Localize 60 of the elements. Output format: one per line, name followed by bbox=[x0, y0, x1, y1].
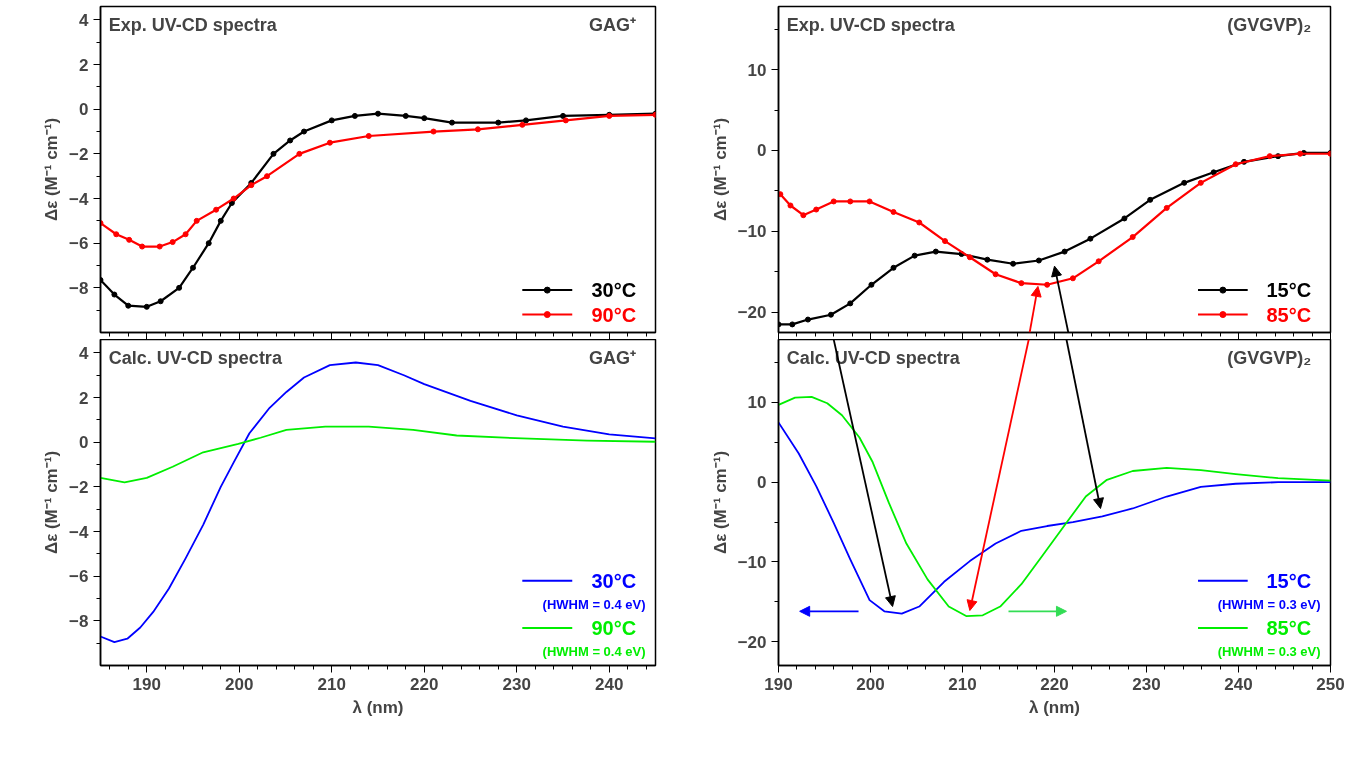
legend-label: 30°C bbox=[591, 279, 637, 302]
annotation: (HWHM = 0.3 eV) bbox=[1217, 643, 1321, 659]
text: Calc. UV-CD spectra bbox=[108, 347, 283, 368]
x-tick-label: 210 bbox=[317, 674, 346, 694]
x-tick-label: 220 bbox=[410, 674, 439, 694]
y-tick-label: −10 bbox=[737, 222, 767, 242]
x-tick-label: 240 bbox=[1224, 674, 1253, 694]
x-tick-label: 200 bbox=[856, 674, 885, 694]
y-tick-label: −4 bbox=[69, 522, 90, 542]
x-tick-label: 220 bbox=[1040, 674, 1069, 694]
text: GAG⁺ bbox=[589, 14, 637, 35]
x-axis-title: λ (nm) bbox=[352, 697, 404, 717]
legend-label: 30°C bbox=[591, 569, 637, 592]
text: Exp. UV-CD spectra bbox=[786, 14, 956, 35]
y-axis-title: Δε (M⁻¹ cm⁻¹) bbox=[710, 117, 730, 222]
text: Exp. UV-CD spectra bbox=[108, 14, 278, 35]
text: GAG⁺ bbox=[589, 347, 637, 368]
y-tick-label: −10 bbox=[737, 552, 767, 572]
legend-label: 85°C bbox=[1266, 303, 1312, 326]
y-tick-label: −2 bbox=[69, 477, 89, 497]
chart-subtitle: (GVGVP)₂ bbox=[1227, 347, 1312, 368]
y-tick-label: −4 bbox=[69, 189, 90, 209]
y-tick-label: 0 bbox=[79, 433, 89, 453]
annotation: (HWHM = 0.4 eV) bbox=[542, 643, 646, 659]
y-tick-label: −20 bbox=[737, 303, 767, 323]
y-tick-label: 2 bbox=[79, 55, 89, 75]
y-tick-label: 10 bbox=[747, 60, 767, 80]
y-tick-label: 0 bbox=[79, 100, 89, 120]
x-tick-label: 190 bbox=[764, 674, 793, 694]
text: (GVGVP)₂ bbox=[1227, 14, 1312, 35]
y-tick-label: 0 bbox=[757, 473, 767, 493]
legend-label: 90°C bbox=[591, 617, 637, 640]
y-tick-label: −20 bbox=[737, 632, 767, 652]
y-tick-label: −6 bbox=[69, 234, 89, 254]
y-tick-label: 10 bbox=[747, 393, 767, 413]
y-tick-label: −6 bbox=[69, 567, 89, 587]
x-tick-label: 230 bbox=[502, 674, 531, 694]
legend-label: 15°C bbox=[1266, 569, 1312, 592]
y-tick-label: −8 bbox=[69, 278, 89, 298]
x-tick-label: 250 bbox=[1316, 674, 1345, 694]
x-axis-title: λ (nm) bbox=[1029, 697, 1080, 717]
legend-label: 90°C bbox=[591, 303, 637, 326]
y-tick-label: −8 bbox=[69, 611, 89, 631]
legend-label: 85°C bbox=[1266, 617, 1312, 640]
y-tick-label: −2 bbox=[69, 144, 89, 164]
y-tick-label: 4 bbox=[79, 10, 90, 30]
annotation: (HWHM = 0.3 eV) bbox=[1217, 596, 1321, 612]
x-tick-label: 230 bbox=[1132, 674, 1161, 694]
y-axis-title: Δε (M⁻¹ cm⁻¹) bbox=[710, 450, 730, 555]
x-tick-label: 190 bbox=[132, 674, 161, 694]
legend-label: 15°C bbox=[1266, 279, 1312, 302]
y-tick-label: 2 bbox=[79, 388, 89, 408]
y-axis-title: Δε (M⁻¹ cm⁻¹) bbox=[42, 450, 62, 555]
y-axis-title: Δε (M⁻¹ cm⁻¹) bbox=[42, 117, 62, 222]
y-tick-label: 0 bbox=[757, 141, 767, 161]
annotation: (HWHM = 0.4 eV) bbox=[542, 596, 646, 612]
x-tick-label: 200 bbox=[225, 674, 254, 694]
x-tick-label: 210 bbox=[948, 674, 977, 694]
y-tick-label: 4 bbox=[79, 343, 90, 363]
x-tick-label: 240 bbox=[595, 674, 624, 694]
